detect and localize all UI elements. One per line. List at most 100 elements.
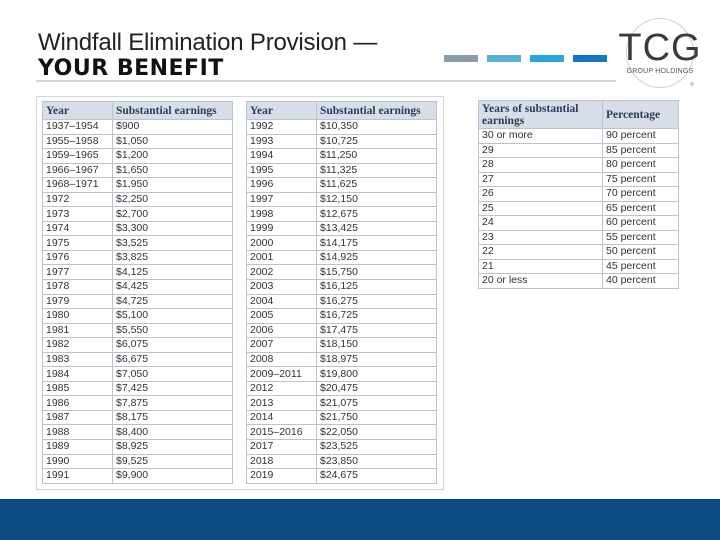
table-row: 2014 $21,750 — [246, 409, 437, 426]
table-row: 1987 $8,175 — [42, 409, 233, 426]
table-row: 2005 $16,725 — [246, 308, 437, 324]
table-row: 1972 $2,250 — [42, 191, 233, 208]
year-cell: 1995 — [246, 162, 317, 179]
logo-text: TCG — [618, 27, 702, 69]
percentage-cell: 70 percent — [602, 186, 679, 202]
table-row: 1988 $8,400 — [42, 424, 233, 441]
header-years-of-substantial-earnings: Years of substantial earnings — [478, 100, 603, 129]
percentage-table-panel: Years of substantial earnings Percentage… — [478, 100, 680, 290]
table-row: 1994 $11,250 — [246, 148, 437, 164]
table-row: 1979 $4,725 — [42, 293, 233, 310]
year-cell: 1978 — [42, 279, 113, 295]
earnings-cell: $7,050 — [112, 366, 233, 382]
table-row: 2018 $23,850 — [246, 453, 437, 470]
years-cell: 21 — [478, 258, 603, 274]
table-row: 1996 $11,625 — [246, 177, 437, 193]
earnings-cell: $4,125 — [112, 264, 233, 281]
years-cell: 20 or less — [478, 273, 603, 289]
header-percentage: Percentage — [602, 100, 679, 129]
percentage-cell: 60 percent — [602, 215, 679, 231]
year-cell: 1998 — [246, 206, 317, 222]
table-row: 1955–1958 $1,050 — [42, 133, 233, 150]
years-cell: 24 — [478, 215, 603, 231]
earnings-cell: $5,550 — [112, 322, 233, 339]
logo-ring — [626, 18, 694, 88]
percentage-cell: 45 percent — [602, 258, 679, 274]
year-cell: 2003 — [246, 279, 317, 295]
earnings-cell: $21,750 — [316, 409, 437, 426]
table-row: 1959–1965 $1,200 — [42, 148, 233, 164]
table-row: 1977 $4,125 — [42, 264, 233, 281]
year-cell: 1959–1965 — [42, 148, 113, 164]
year-cell: 2019 — [246, 468, 317, 484]
table-row: 2001 $14,925 — [246, 249, 437, 266]
table-header-row: Years of substantial earnings Percentage — [478, 100, 679, 129]
earnings-cell: $3,825 — [112, 249, 233, 266]
year-cell: 2009–2011 — [246, 366, 317, 382]
earnings-cell: $14,175 — [316, 235, 437, 251]
table-header-row: Year Substantial earnings — [42, 101, 233, 120]
year-cell: 1985 — [42, 380, 113, 397]
earnings-cell: $16,725 — [316, 308, 437, 324]
logo-registered-mark: ® — [690, 82, 694, 88]
years-cell: 28 — [478, 157, 603, 173]
earnings-cell: $23,525 — [316, 439, 437, 455]
accent-bar-4 — [573, 55, 607, 62]
year-cell: 2015–2016 — [246, 424, 317, 441]
header-year: Year — [246, 101, 317, 120]
earnings-right-body: 1992 $10,350 1993 $10,725 1994 $11,250 1995 $11… — [246, 119, 437, 484]
table-row: 24 60 percent — [478, 215, 679, 231]
year-cell: 1996 — [246, 177, 317, 193]
year-cell: 1989 — [42, 439, 113, 455]
year-cell: 1993 — [246, 133, 317, 150]
year-cell: 2002 — [246, 264, 317, 281]
years-cell: 29 — [478, 142, 603, 158]
earnings-left-body: 1937–1954 $900 1955–1958 $1,050 1959–1965 $1,… — [42, 119, 233, 484]
earnings-cell: $7,875 — [112, 395, 233, 411]
percentage-cell: 40 percent — [602, 273, 679, 289]
year-cell: 1976 — [42, 249, 113, 266]
table-row: 2002 $15,750 — [246, 264, 437, 281]
table-row: 1997 $12,150 — [246, 191, 437, 208]
table-row: 1981 $5,550 — [42, 322, 233, 339]
table-row: 1976 $3,825 — [42, 249, 233, 266]
earnings-table-left: Year Substantial earnings 1937–1954 $900 1… — [42, 101, 233, 484]
year-cell: 1982 — [42, 337, 113, 353]
table-row: 1991 $9,900 — [42, 468, 233, 484]
earnings-cell: $10,725 — [316, 133, 437, 150]
earnings-cell: $7,425 — [112, 380, 233, 397]
year-cell: 1981 — [42, 322, 113, 339]
earnings-cell: $11,250 — [316, 148, 437, 164]
table-row: 2008 $18,975 — [246, 351, 437, 368]
percentage-cell: 55 percent — [602, 229, 679, 245]
table-row: 28 80 percent — [478, 157, 679, 173]
percentage-cell: 50 percent — [602, 244, 679, 260]
year-cell: 1968–1971 — [42, 177, 113, 193]
year-cell: 2001 — [246, 249, 317, 266]
accent-bar-1 — [444, 55, 478, 62]
earnings-cell: $8,400 — [112, 424, 233, 441]
year-cell: 1990 — [42, 453, 113, 470]
table-row: 2004 $16,275 — [246, 293, 437, 310]
percentage-body: 30 or more 90 percent 29 85 percent 28 80 per… — [478, 128, 679, 289]
year-cell: 1974 — [42, 220, 113, 237]
table-row: 1998 $12,675 — [246, 206, 437, 222]
year-cell: 2013 — [246, 395, 317, 411]
years-cell: 27 — [478, 171, 603, 187]
year-cell: 2004 — [246, 293, 317, 310]
table-row: 2006 $17,475 — [246, 322, 437, 339]
year-cell: 1977 — [42, 264, 113, 281]
year-cell: 1980 — [42, 308, 113, 324]
table-row: 27 75 percent — [478, 171, 679, 187]
slide-title-line2: YOUR BENEFIT — [38, 56, 224, 81]
year-cell: 1975 — [42, 235, 113, 251]
percentage-table: Years of substantial earnings Percentage… — [478, 100, 679, 289]
earnings-cell: $18,975 — [316, 351, 437, 368]
year-cell: 1997 — [246, 191, 317, 208]
earnings-table-panel: Year Substantial earnings 1937–1954 $900 1… — [36, 96, 444, 490]
earnings-cell: $18,150 — [316, 337, 437, 353]
percentage-cell: 65 percent — [602, 200, 679, 216]
table-row: 2009–2011 $19,800 — [246, 366, 437, 382]
table-row: 1975 $3,525 — [42, 235, 233, 251]
year-cell: 1972 — [42, 191, 113, 208]
